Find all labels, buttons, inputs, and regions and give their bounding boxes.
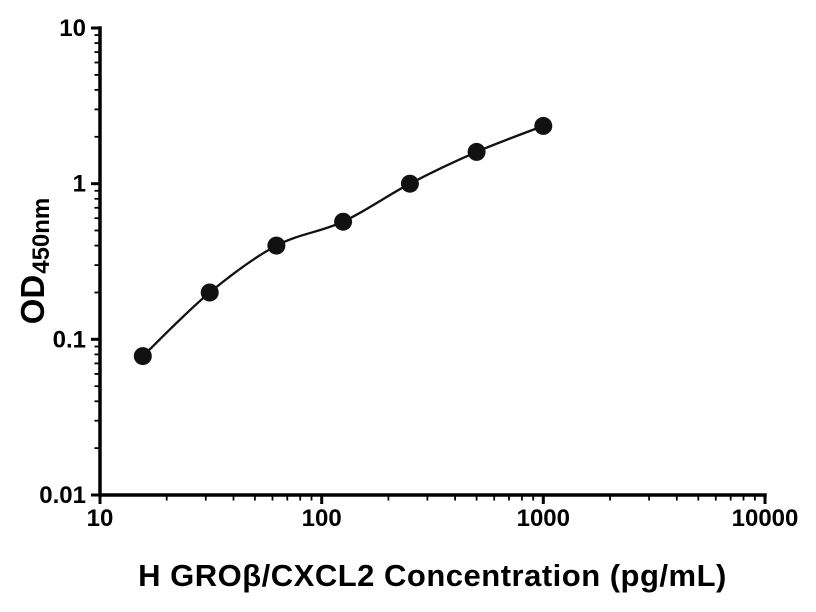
y-tick-label: 10 — [59, 15, 86, 42]
x-tick-label: 100 — [302, 505, 342, 532]
data-point — [334, 212, 353, 231]
y-axis-title-main: OD — [14, 274, 51, 325]
y-tick-label: 0.01 — [39, 482, 86, 509]
axis-spines — [98, 26, 767, 497]
y-axis-title: OD450nm — [14, 197, 55, 325]
fit-curve — [142, 124, 544, 357]
data-point — [467, 142, 486, 161]
data-point — [267, 236, 286, 255]
y-axis-title-subscript: 450nm — [28, 197, 55, 274]
y-tick-label: 0.1 — [53, 326, 86, 353]
x-axis-title: H GROβ/CXCL2 Concentration (pg/mL) — [138, 558, 727, 593]
data-point — [200, 283, 219, 302]
data-point — [133, 347, 152, 366]
x-tick-label: 10 — [87, 505, 114, 532]
y-tick-label: 1 — [73, 171, 86, 198]
data-point — [400, 174, 419, 193]
data-point — [534, 116, 553, 135]
x-tick-label: 10000 — [732, 505, 799, 532]
x-tick-label: 1000 — [517, 505, 570, 532]
